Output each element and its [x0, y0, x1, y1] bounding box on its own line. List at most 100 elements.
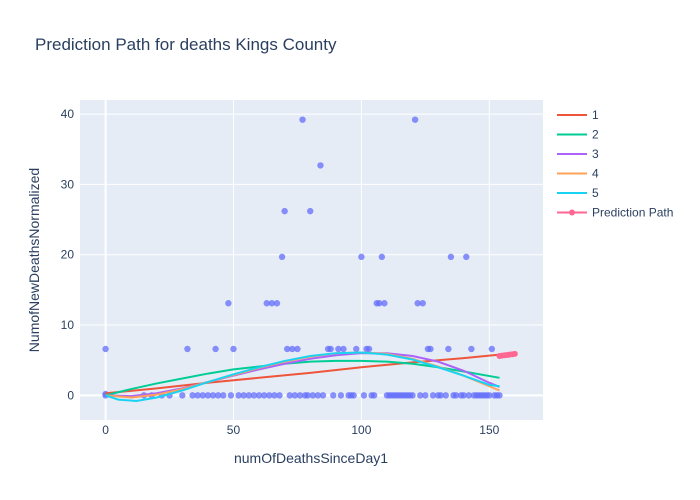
scatter-point [220, 392, 227, 399]
scatter-point [419, 300, 426, 307]
scatter-point [184, 345, 191, 353]
scatter-point [429, 392, 437, 399]
x-tick-label: 150 [479, 423, 499, 437]
scatter-point [307, 207, 314, 215]
scatter-point [260, 392, 268, 399]
scatter-point [179, 392, 186, 399]
scatter-point [463, 253, 470, 261]
y-axis-title: NumofNewDeathsNormalized [26, 168, 42, 352]
scatter-point [212, 345, 219, 353]
prediction-marker [511, 350, 518, 357]
scatter-point [327, 345, 334, 353]
scatter-point [411, 116, 419, 123]
scatter-point [266, 392, 273, 399]
x-tick-label: 0 [102, 423, 109, 437]
scatter-point [199, 392, 206, 399]
scatter-point [460, 392, 467, 399]
legend-label: 4 [592, 167, 599, 181]
scatter-point [281, 207, 288, 215]
scatter-point [250, 392, 258, 399]
y-tick-labels: 0 10 20 30 40 [61, 107, 75, 402]
scatter-point [452, 392, 460, 399]
scatter-point [286, 392, 293, 399]
scatter-point [417, 392, 424, 399]
scatter-point [309, 392, 316, 399]
y-tick-label: 20 [61, 248, 75, 262]
scatter-point [486, 392, 493, 399]
scatter-point [447, 253, 455, 261]
legend-marker [569, 209, 575, 216]
scatter-point [276, 392, 283, 399]
scatter-point [314, 392, 322, 399]
scatter-point [230, 345, 237, 353]
legend-item-1[interactable]: 1 [557, 108, 599, 122]
y-tick-label: 10 [61, 318, 75, 332]
scatter-point [358, 253, 365, 261]
x-axis-title: numOfDeathsSinceDay1 [234, 450, 388, 466]
scatter-point [235, 392, 242, 399]
scatter-point [273, 300, 281, 307]
legend-item-3[interactable]: 3 [557, 147, 599, 161]
scatter-point [409, 392, 416, 399]
scatter-point [427, 345, 434, 353]
chart-title: Prediction Path for deaths Kings County [35, 35, 337, 54]
scatter-point [496, 392, 503, 399]
scatter-point [465, 392, 473, 399]
scatter-point [378, 253, 386, 261]
scatter-point [102, 345, 109, 353]
scatter-point [304, 392, 311, 399]
scatter-point [381, 300, 388, 307]
scatter-point [227, 392, 235, 399]
legend[interactable]: 1 2 3 4 5 Prediction Path [557, 108, 673, 220]
scatter-point [294, 345, 301, 353]
scatter-point [442, 392, 449, 399]
scatter-point [488, 345, 496, 353]
scatter-point [189, 392, 196, 399]
y-tick-label: 40 [61, 107, 75, 121]
series-line-1 [105, 353, 500, 395]
scatter-point [376, 300, 383, 307]
scatter-point [240, 392, 247, 399]
scatter-point [370, 392, 378, 399]
scatter-point [296, 392, 304, 399]
x-tick-label: 50 [227, 423, 241, 437]
scatter-point [283, 345, 291, 353]
scatter-point [263, 300, 270, 307]
scatter-point [299, 116, 306, 123]
y-tick-label: 0 [67, 388, 74, 402]
scatter-point [468, 345, 475, 353]
scatter-point [340, 345, 347, 353]
scatter-point [365, 345, 373, 353]
legend-label: 3 [592, 147, 599, 161]
series-lines [105, 350, 518, 403]
scatter-point [414, 300, 421, 307]
series-line-2 [105, 359, 500, 397]
scatter-point [291, 392, 299, 399]
legend-label: 2 [592, 128, 599, 142]
scatter-point [271, 392, 278, 399]
scatter-point [194, 392, 201, 399]
scatter-point [319, 392, 327, 399]
scatter-point [330, 392, 337, 399]
legend-item-5[interactable]: 5 [557, 186, 599, 200]
scatter-point [268, 300, 276, 307]
scatter-point [422, 392, 429, 399]
scatter-point [255, 392, 263, 399]
scatter-point [337, 392, 345, 399]
legend-label: 1 [592, 108, 599, 122]
series-line-5 [105, 351, 500, 403]
scatter-point [278, 253, 286, 261]
scatter-point [350, 392, 357, 399]
scatter-point [317, 162, 324, 169]
legend-item-2[interactable]: 2 [557, 128, 599, 142]
scatter-point [445, 345, 452, 353]
legend-item-prediction-path[interactable]: Prediction Path [557, 206, 673, 220]
scatter-point [209, 392, 217, 399]
scatter-points [102, 116, 503, 399]
scatter-point [437, 392, 444, 399]
x-tick-label: 100 [351, 423, 371, 437]
legend-item-4[interactable]: 4 [557, 167, 599, 181]
scatter-point [204, 392, 212, 399]
